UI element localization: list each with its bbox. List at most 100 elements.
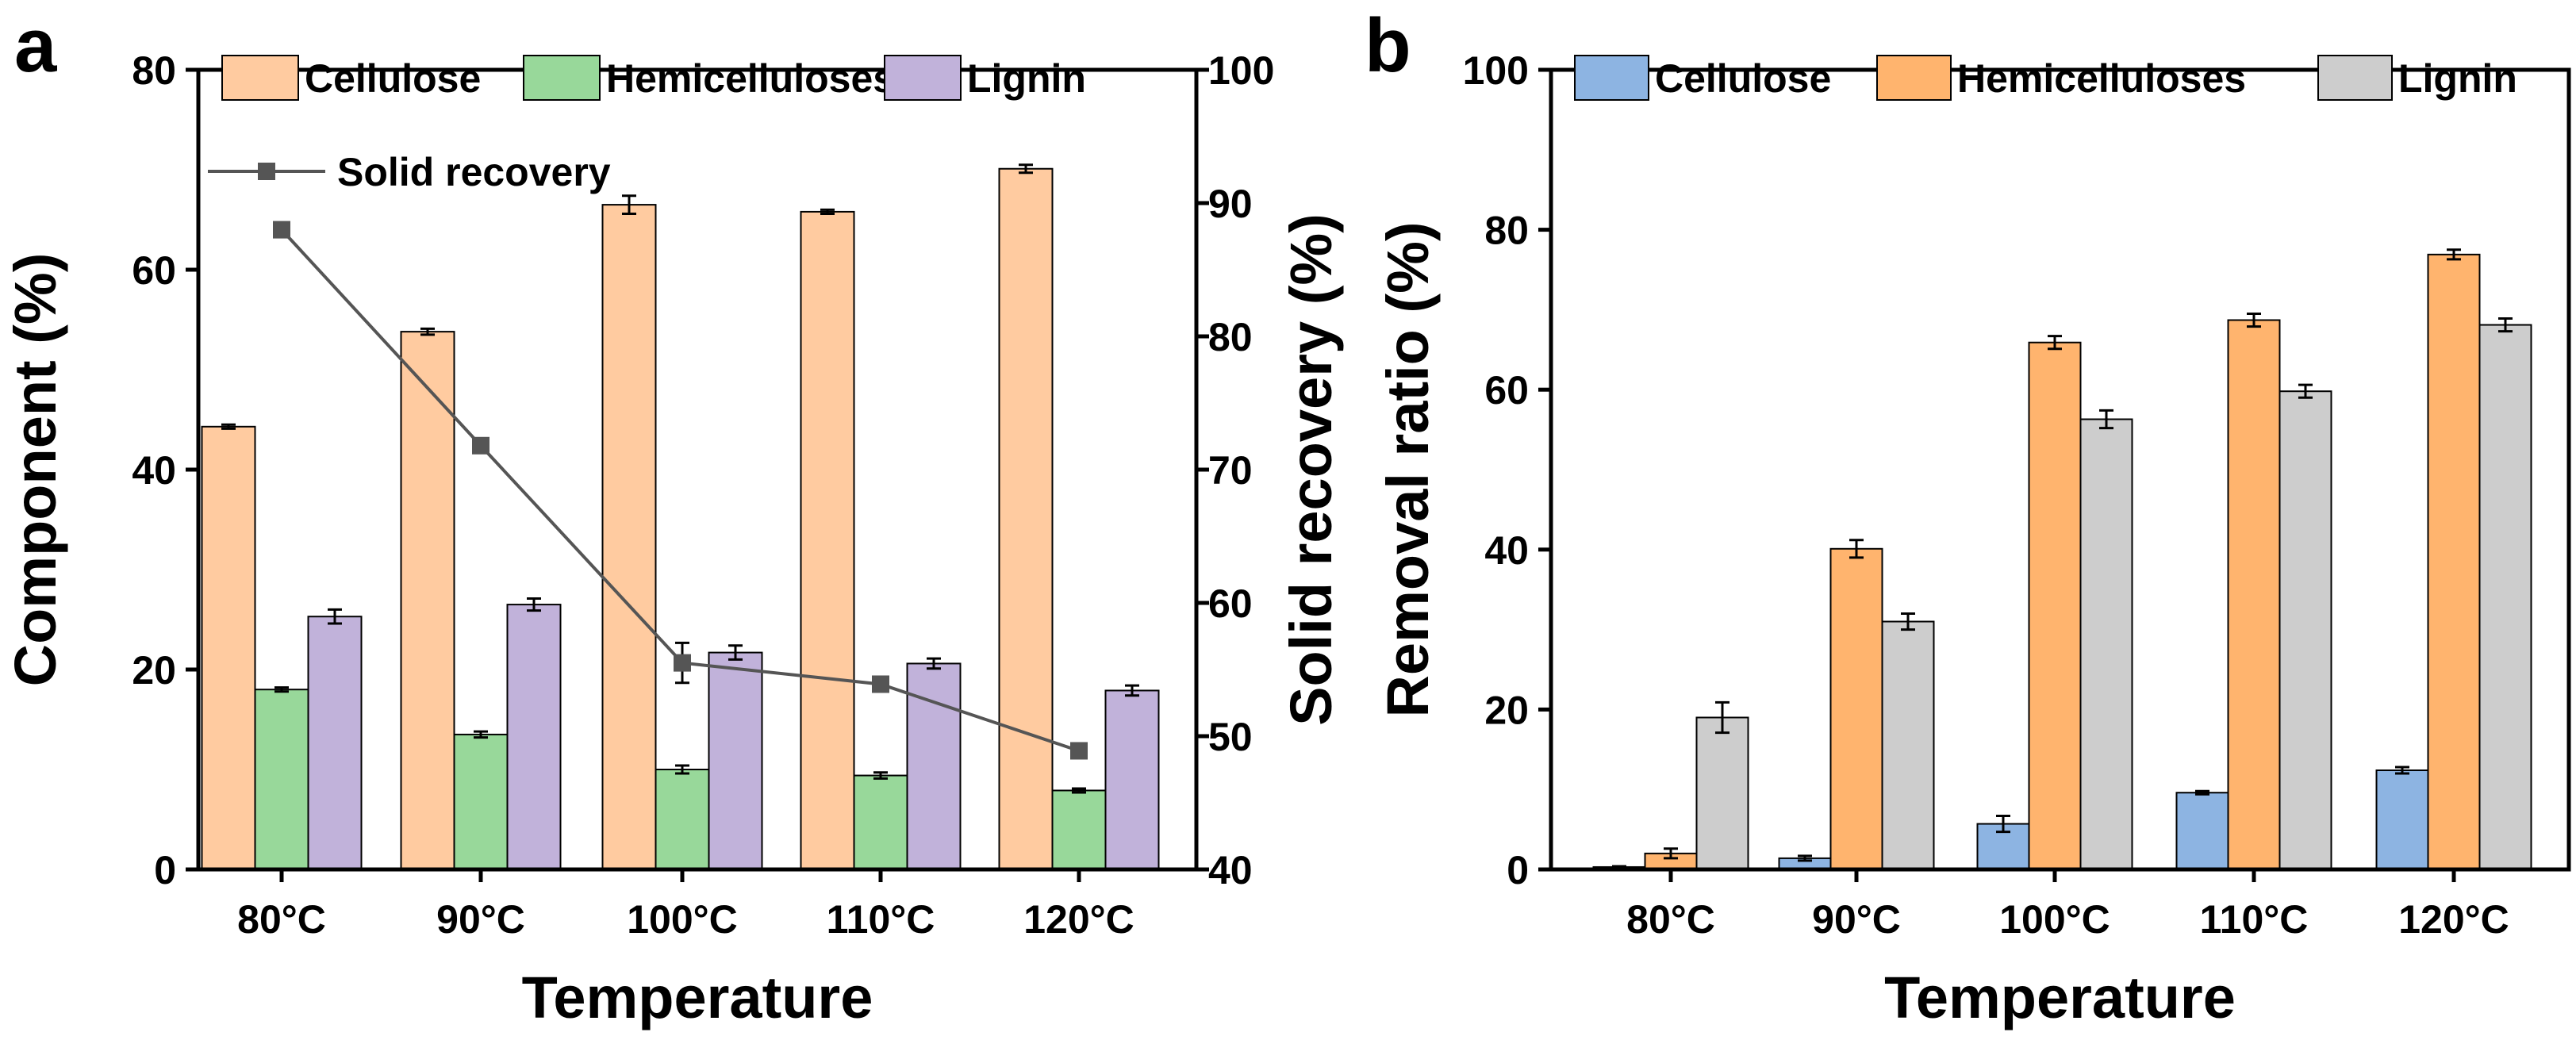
a-bar-hemicelluloses-120-c (1051, 789, 1107, 871)
b-legend-label-cellulose: Cellulose (1655, 56, 1831, 101)
b-ytick-label-80: 80 (1484, 209, 1529, 253)
a-legend-item-cellulose: Cellulose (221, 55, 481, 101)
panel-a-letter: a (14, 3, 57, 88)
a-bar-cellulose-100-c (601, 204, 657, 871)
b-xtick-label-120-c: 120°C (2398, 897, 2509, 942)
b-bar-cellulose-110-c (2175, 792, 2229, 870)
a-legend-label-solid-recovery: Solid recovery (337, 150, 611, 194)
a-bar-lignin-110-c (906, 662, 962, 870)
a-legend-label-hemicelluloses: Hemicelluloses (606, 56, 895, 101)
a-bar-cellulose-120-c (998, 167, 1054, 871)
a-point-solid-recovery-120-c (1070, 742, 1088, 760)
panel-a: a 0 20 40 60 80 40 50 60 70 80 90 100 80°C 90°C 100°C 1… (2, 3, 1344, 1030)
a-bar-lignin-110-c-error (927, 657, 941, 670)
a-point-solid-recovery-90-c (472, 436, 489, 455)
panel-b: b 0 20 40 60 80 100 80°C 90°C 100°C 110°C 120°C Tem… (1365, 3, 2571, 1030)
b-bar-hemicelluloses-90-c-error (1849, 539, 1864, 559)
a-bar-lignin-80-c (307, 616, 363, 870)
a-bar-lignin-90-c (506, 604, 562, 870)
a-bar-hemicelluloses-110-c-error (873, 771, 888, 780)
a-bar-hemicelluloses-80-c (254, 689, 309, 871)
b-legend-swatch-cellulose (1574, 55, 1649, 101)
a-bar-hemicelluloses-100-c-error (675, 764, 689, 775)
a-y-axis-title: Component (%) (2, 253, 68, 687)
a-x-axis-title: Temperature (522, 965, 873, 1030)
b-bar-cellulose-120-c-error (2395, 766, 2409, 775)
a-bar-hemicelluloses-90-c-error (474, 730, 488, 739)
a-ytick-label-80: 80 (132, 48, 176, 93)
a-legend-swatch-lignin (884, 55, 962, 101)
b-bar-hemicelluloses-100-c-error (2048, 335, 2062, 351)
a-ytick-label-0: 0 (154, 848, 176, 892)
a-point-solid-recovery-100-c (674, 654, 691, 672)
b-ytick-label-100: 100 (1463, 48, 1529, 93)
a-legend-swatch-cellulose (221, 55, 299, 101)
b-legend-label-hemicelluloses: Hemicelluloses (1957, 56, 2246, 101)
a-point-solid-recovery-110-c (872, 675, 889, 693)
b-xtick-label-90-c: 90°C (1812, 897, 1901, 942)
b-bar-lignin-80-c (1695, 716, 1749, 870)
b-ytick-label-0: 0 (1507, 848, 1529, 892)
b-bar-lignin-110-c (2278, 390, 2332, 870)
a-legend-marker-solid-recovery (258, 163, 275, 180)
a-bar-hemicelluloses-120-c-error (1072, 787, 1086, 794)
a-bar-hemicelluloses-80-c-error (274, 686, 289, 693)
a-y2tick-label-90: 90 (1208, 182, 1253, 226)
a-point-solid-recovery-80-c (273, 221, 290, 239)
a-bar-cellulose-80-c-error (221, 423, 236, 430)
a-bar-lignin-90-c-error (527, 597, 541, 612)
a-legend-item-solid-recovery: Solid recovery (208, 150, 611, 194)
b-legend-swatch-lignin (2317, 55, 2393, 101)
b-y-axis-title: Removal ratio (%) (1375, 221, 1441, 717)
b-bar-hemicelluloses-110-c (2227, 319, 2281, 870)
b-bar-hemicelluloses-100-c (2028, 341, 2082, 870)
b-bar-lignin-90-c (1881, 620, 1935, 871)
b-bar-lignin-120-c-error (2498, 317, 2513, 333)
a-legend-label-lignin: Lignin (967, 56, 1086, 101)
a-xtick-label-80-c: 80°C (237, 897, 326, 942)
a-bar-cellulose-90-c (400, 331, 455, 870)
a-bar-lignin-100-c-error (728, 644, 743, 661)
a-bar-lignin-120-c-error (1125, 684, 1139, 697)
b-bar-hemicelluloses-110-c-error (2247, 312, 2261, 328)
a-xtick-label-90-c: 90°C (436, 897, 525, 942)
b-ytick-label-60: 60 (1484, 368, 1529, 413)
b-legend-label-lignin: Lignin (2398, 56, 2517, 101)
a-y2tick-label-50: 50 (1208, 715, 1253, 759)
a-bar-lignin-120-c (1104, 689, 1160, 871)
b-x-axis-title: Temperature (1884, 965, 2236, 1030)
b-xtick-label-100-c: 100°C (1999, 897, 2110, 942)
b-bar-cellulose-90-c-error (1798, 854, 1812, 862)
panel-b-letter: b (1365, 3, 1411, 88)
b-bar-cellulose-100-c-error (1996, 814, 2010, 834)
a-bar-cellulose-110-c-error (820, 208, 835, 215)
b-bar-hemicelluloses-80-c-error (1664, 847, 1678, 860)
a-legend-swatch-hemicelluloses (523, 55, 601, 101)
b-xtick-label-80-c: 80°C (1626, 897, 1715, 942)
b-bar-hemicelluloses-90-c (1829, 547, 1883, 870)
a-bar-hemicelluloses-100-c (655, 769, 710, 870)
a-y2tick-label-100: 100 (1208, 48, 1274, 93)
a-ytick-label-60: 60 (132, 248, 176, 293)
a-bar-cellulose-80-c (201, 425, 256, 870)
a-bar-cellulose-100-c-error (622, 194, 636, 215)
a-bar-cellulose-90-c-error (420, 327, 435, 336)
b-plot-frame (1549, 67, 2571, 872)
b-bar-lignin-100-c-error (2099, 409, 2113, 430)
b-ytick-label-20: 20 (1484, 688, 1529, 732)
b-bar-cellulose-110-c-error (2195, 789, 2209, 796)
b-legend-item-cellulose: Cellulose (1574, 55, 1831, 101)
a-legend-item-hemicelluloses: Hemicelluloses (523, 55, 895, 101)
b-ytick-label-40: 40 (1484, 528, 1529, 573)
a-y2tick-label-70: 70 (1208, 448, 1253, 493)
a-xtick-label-100-c: 100°C (627, 897, 738, 942)
a-y2tick-label-40: 40 (1208, 848, 1253, 892)
b-legend-swatch-hemicelluloses (1876, 55, 1952, 101)
b-bar-hemicelluloses-120-c-error (2447, 248, 2461, 261)
a-ytick-label-40: 40 (132, 448, 176, 493)
b-bar-lignin-120-c (2478, 324, 2532, 870)
a-xtick-label-120-c: 120°C (1023, 897, 1134, 942)
a-bar-hemicelluloses-110-c (853, 774, 908, 870)
a-bar-lignin-100-c (708, 651, 763, 871)
